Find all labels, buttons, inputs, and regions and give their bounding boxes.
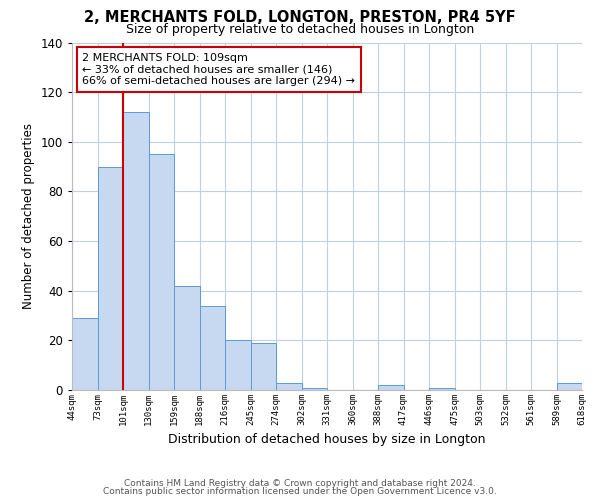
Bar — [429, 388, 455, 390]
Bar — [251, 343, 276, 390]
Bar — [149, 154, 174, 390]
Bar — [225, 340, 251, 390]
Text: Size of property relative to detached houses in Longton: Size of property relative to detached ho… — [126, 22, 474, 36]
Bar — [97, 166, 123, 390]
Y-axis label: Number of detached properties: Number of detached properties — [22, 123, 35, 309]
Text: Contains HM Land Registry data © Crown copyright and database right 2024.: Contains HM Land Registry data © Crown c… — [124, 478, 476, 488]
Text: 2, MERCHANTS FOLD, LONGTON, PRESTON, PR4 5YF: 2, MERCHANTS FOLD, LONGTON, PRESTON, PR4… — [84, 10, 516, 25]
Bar — [174, 286, 199, 390]
Bar — [199, 306, 225, 390]
Bar — [72, 318, 97, 390]
Text: 2 MERCHANTS FOLD: 109sqm
← 33% of detached houses are smaller (146)
66% of semi-: 2 MERCHANTS FOLD: 109sqm ← 33% of detach… — [82, 53, 355, 86]
Bar — [557, 382, 582, 390]
Bar — [276, 382, 302, 390]
X-axis label: Distribution of detached houses by size in Longton: Distribution of detached houses by size … — [168, 434, 486, 446]
Bar — [302, 388, 327, 390]
Bar — [378, 385, 404, 390]
Text: Contains public sector information licensed under the Open Government Licence v3: Contains public sector information licen… — [103, 487, 497, 496]
Bar — [123, 112, 149, 390]
